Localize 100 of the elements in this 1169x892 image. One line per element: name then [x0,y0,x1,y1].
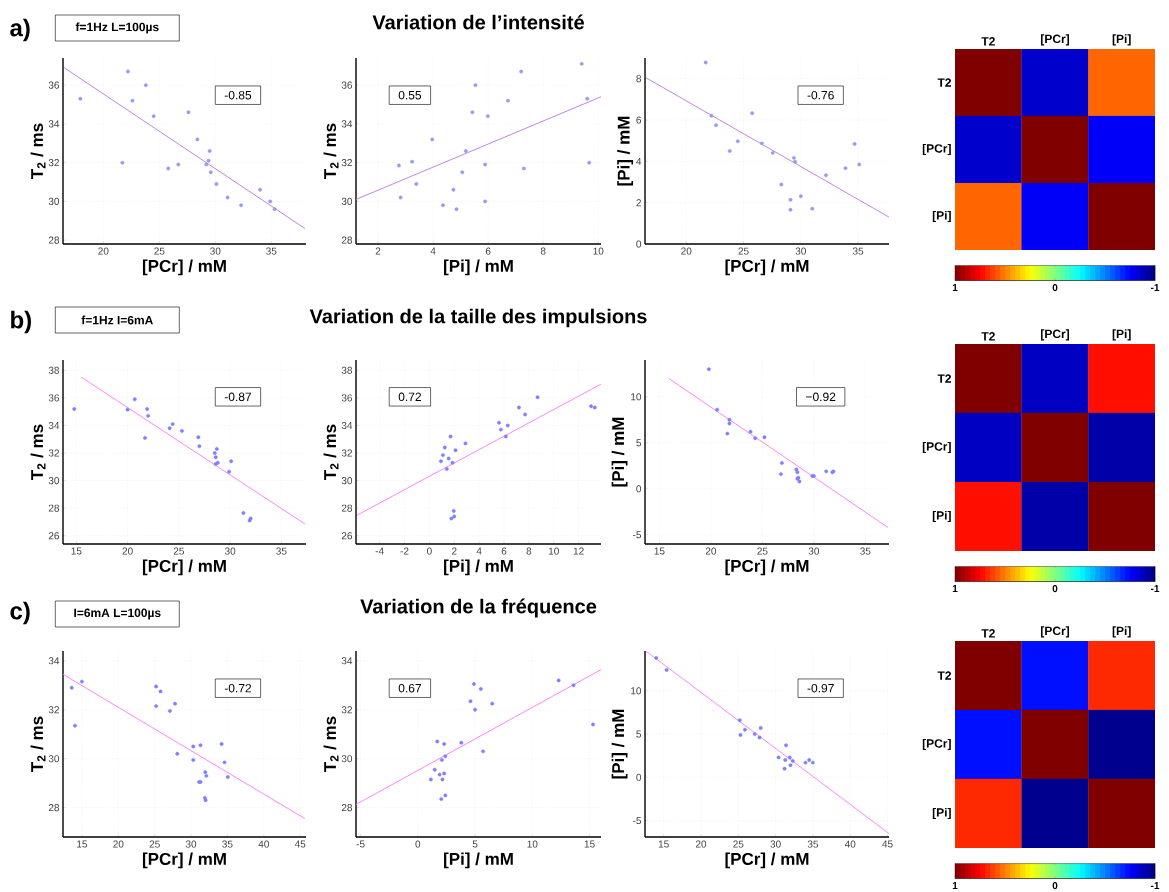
y-tick-label: 4 [636,157,642,165]
x-tick-label: 15 [77,840,88,848]
y-tick-label: [Pi] [932,210,951,222]
chart-title: b) [11,310,31,333]
color-bar-label: -1 [1150,881,1160,889]
y-tick-label: 26 [48,531,60,540]
chart-title: Variation de l’intensité [372,14,584,30]
y-tick-label: 10 [631,393,642,401]
x-axis-title: [Pi] / mM [444,559,513,576]
y-tick-label: [PCr] [922,738,951,750]
color-bar-label: 0 [1052,584,1058,592]
x-tick-label: 25 [173,547,185,555]
annotation: -0.97 [807,683,834,693]
y-axis-title: T$_{2}$ / ms [30,716,46,772]
x-tick-label: 30 [224,547,236,555]
color-bar-label: 0 [1052,283,1058,291]
x-tick-label: 15 [654,547,665,555]
x-tick-label: 6 [485,247,491,255]
y-tick-label: [PCr] [922,441,951,453]
y-tick-label: 32 [48,449,59,457]
y-tick-label: 8 [636,74,642,82]
x-axis-title: [PCr] / mM [142,852,226,869]
x-axis-title: [PCr] / mM [142,259,226,276]
color-bar-label: -1 [1150,584,1160,592]
y-axis-title: [Pi] / mM [617,116,634,186]
x-tick-label: T2 [981,36,995,46]
y-tick-label: 38 [341,366,353,374]
y-tick-label: 10 [631,687,642,695]
x-tick-label: 30 [770,840,781,848]
x-tick-label: 30 [210,247,221,255]
color-bar-label: 1 [952,584,958,592]
y-tick-label: 32 [48,158,59,166]
chart-subtitle: f=1Hz I=6mA [81,315,153,325]
x-tick-label: 35 [852,247,864,255]
x-tick-label: 10 [593,247,604,255]
chart-title: Variation de la fréquence [360,598,597,618]
x-tick-label: 15 [71,547,82,555]
x-tick-label: 20 [705,547,717,555]
x-tick-label: 8 [526,547,532,555]
x-tick-label: 20 [122,547,133,555]
y-axis-title: T$_{2}$ / ms [30,424,46,480]
y-tick-label: 2 [636,198,641,206]
y-axis-title: T$_{2}$ / ms [30,123,46,179]
y-tick-label: -5 [633,816,642,824]
x-tick-label: 35 [860,547,871,555]
y-tick-label: 34 [341,120,353,128]
x-tick-label: 25 [154,247,165,255]
annotation: -0.76 [807,90,834,100]
x-tick-label: 8 [540,247,546,255]
x-tick-label: [PCr] [1041,329,1069,341]
x-tick-label: 40 [844,840,856,848]
x-axis-title: [PCr] / mM [725,559,809,576]
y-tick-label: 28 [48,236,60,244]
x-tick-label: 20 [113,840,124,848]
x-tick-label: 35 [222,840,233,848]
x-tick-label: 0 [426,547,432,555]
y-axis-title: [Pi] / mM [611,709,628,779]
y-tick-label: 38 [48,366,60,374]
x-tick-label: 20 [695,840,707,848]
x-axis-title: [Pi] / mM [444,852,513,869]
y-tick-label: [Pi] [932,510,951,522]
y-axis-title: [Pi] / mM [611,417,628,487]
y-tick-label: 34 [341,421,353,429]
annotation: 0.55 [398,90,422,100]
y-tick-label: 5 [636,439,642,447]
x-tick-label: 12 [573,547,584,555]
x-tick-label: [PCr] [1041,34,1069,46]
x-axis-title: [PCr] / mM [725,259,809,276]
y-tick-label: 34 [48,657,60,665]
color-bar-label: -1 [1150,283,1160,291]
y-tick-label: 5 [636,730,642,738]
y-axis-title: T$_{2}$ / ms [323,716,339,772]
x-tick-label: 35 [266,247,277,255]
y-tick-label: T2 [937,671,951,680]
y-tick-label: -5 [633,531,642,539]
annotation: -0.87 [224,392,252,401]
y-tick-label: [Pi] [932,807,951,819]
y-tick-label: 32 [341,449,352,457]
annotation: -0.72 [224,683,252,693]
y-tick-label: 32 [48,705,59,714]
x-axis-title: [PCr] / mM [142,559,226,576]
x-tick-label: 20 [681,247,692,255]
x-tick-label: 40 [258,840,269,848]
x-tick-label: 15 [584,840,595,848]
x-tick-label: 2 [375,247,381,255]
x-axis-title: [PCr] / mM [725,852,809,869]
x-tick-label: 30 [795,247,806,255]
annotation: −0.92 [806,392,836,401]
x-tick-label: 35 [276,547,287,555]
x-tick-label: 2 [451,547,457,555]
y-tick-label: 36 [48,394,60,402]
y-tick-label: 0 [636,485,642,493]
y-tick-label: 36 [341,394,353,402]
x-tick-label: 25 [149,840,160,848]
x-tick-label: T2 [981,331,995,341]
y-tick-label: 32 [341,158,352,166]
y-tick-label: T2 [937,78,951,87]
x-tick-label: [Pi] [1112,34,1131,46]
x-tick-label: [Pi] [1112,626,1131,638]
y-tick-label: 34 [48,421,60,429]
